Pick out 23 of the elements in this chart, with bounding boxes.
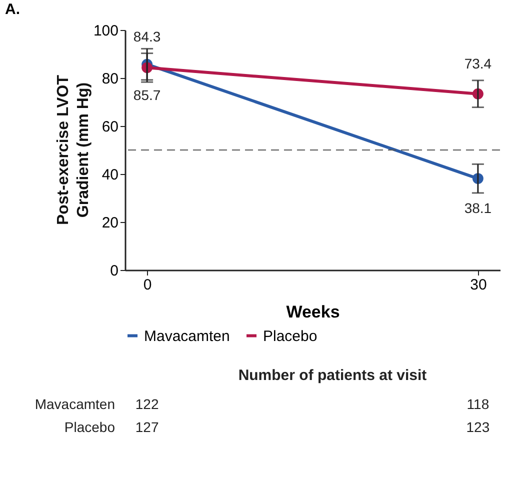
data-label: 85.7	[133, 86, 161, 103]
text: Placebo	[64, 419, 116, 435]
data-label: 38.1	[464, 200, 492, 216]
y-tick-label: 0	[110, 262, 118, 280]
chart-title: A.	[5, 1, 20, 18]
text: 118	[466, 396, 490, 412]
text: Mavacamten	[34, 396, 115, 412]
text: 122	[135, 396, 159, 412]
text: 127	[135, 419, 159, 435]
legend-label: Placebo	[263, 328, 318, 345]
data-label: 73.4	[464, 55, 492, 72]
x-tick-label: 30	[470, 276, 487, 294]
text: Number of patients at visit	[238, 367, 427, 384]
data-label: 84.3	[133, 28, 161, 44]
y-tick-label: 100	[93, 22, 118, 40]
y-axis-title: Post-exercise LVOT Gradient (mm Hg)	[55, 74, 92, 225]
x-axis-title: Weeks	[286, 302, 340, 322]
y-tick-label: 40	[102, 166, 118, 184]
legend-label: Mavacamten	[144, 328, 230, 345]
text: 123	[466, 419, 490, 435]
y-tick-label: 80	[102, 70, 118, 88]
y-tick-label: 20	[102, 214, 118, 232]
y-tick-label: 60	[102, 118, 118, 136]
